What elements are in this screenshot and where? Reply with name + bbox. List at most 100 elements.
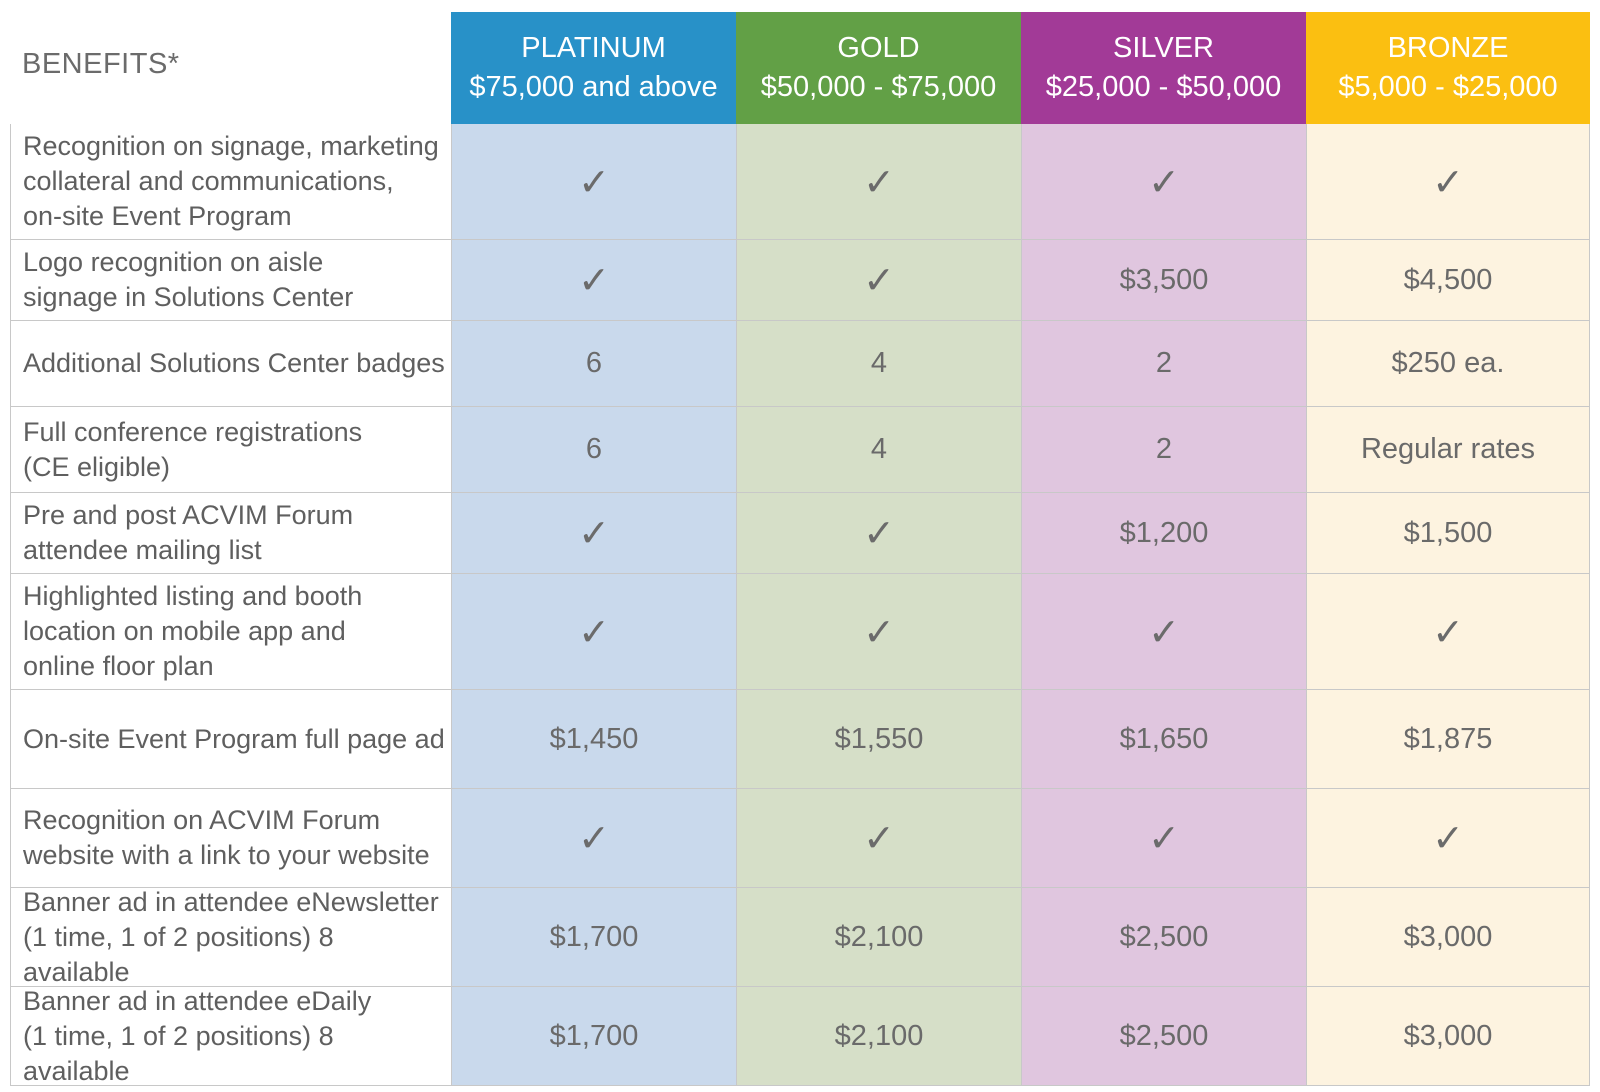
tier-value-cell: ✓ (1021, 574, 1306, 690)
check-icon: ✓ (578, 511, 610, 555)
tier-value-cell: ✓ (451, 493, 736, 574)
tier-value-cell: $3,000 (1306, 888, 1590, 987)
tier-value-cell: $1,650 (1021, 690, 1306, 789)
tier-value-cell: 2 (1021, 407, 1306, 493)
tier-value-text: 2 (1155, 347, 1173, 379)
check-icon: ✓ (1432, 159, 1464, 204)
tier-value-cell: $2,500 (1021, 888, 1306, 987)
check-icon: ✓ (578, 258, 610, 302)
tier-value-text: $2,500 (1119, 920, 1209, 953)
tier-name: BRONZE (1387, 32, 1509, 64)
tier-value-text: Regular rates (1360, 433, 1536, 465)
tier-value-cell: $3,500 (1021, 240, 1306, 321)
tier-value-cell: ✓ (451, 240, 736, 321)
tier-value-cell: $1,550 (736, 690, 1021, 789)
check-icon: ✓ (1432, 816, 1464, 860)
check-icon: ✓ (863, 258, 895, 302)
tier-value-text: $2,100 (834, 920, 924, 953)
check-icon: ✓ (1148, 159, 1180, 204)
benefits-header-label: BENEFITS* (22, 48, 180, 80)
tier-value-cell: ✓ (451, 574, 736, 690)
tier-value-cell: $1,700 (451, 987, 736, 1086)
tier-value-text: $1,650 (1119, 722, 1209, 755)
benefit-label: On-site Event Program full page ad (10, 690, 451, 789)
tier-value-text: $1,875 (1403, 722, 1493, 755)
tier-value-cell: 4 (736, 321, 1021, 407)
tier-value-cell: $1,500 (1306, 493, 1590, 574)
tier-value-cell: 6 (451, 407, 736, 493)
tier-name: SILVER (1112, 32, 1214, 64)
check-icon: ✓ (863, 159, 895, 204)
tier-value-cell: $1,875 (1306, 690, 1590, 789)
tier-header-gold: GOLD $50,000 - $75,000 (736, 12, 1021, 124)
benefit-label: Banner ad in attendee eDaily (1 time, 1 … (10, 986, 451, 1086)
tier-value-cell: ✓ (736, 493, 1021, 574)
tier-range: $25,000 - $50,000 (1045, 71, 1282, 103)
check-icon: ✓ (1432, 609, 1464, 654)
tier-value-text: $2,100 (834, 1019, 924, 1052)
tier-value-text: $250 ea. (1391, 347, 1505, 379)
tier-value-text: $1,550 (834, 722, 924, 755)
tier-value-cell: 4 (736, 407, 1021, 493)
tier-value-text: 6 (585, 347, 603, 379)
tier-value-cell: $2,100 (736, 987, 1021, 1086)
tier-value-text: $1,700 (549, 920, 639, 953)
check-icon: ✓ (578, 609, 610, 654)
tier-value-cell: ✓ (736, 240, 1021, 321)
tier-value-text: $1,500 (1403, 516, 1493, 549)
tier-value-text: $2,500 (1119, 1019, 1209, 1052)
check-icon: ✓ (1148, 816, 1180, 860)
tier-value-cell: $1,200 (1021, 493, 1306, 574)
tier-range: $5,000 - $25,000 (1338, 71, 1558, 103)
check-icon: ✓ (863, 511, 895, 555)
tier-value-cell: ✓ (451, 789, 736, 888)
tier-value-cell: $2,100 (736, 888, 1021, 987)
tier-value-cell: ✓ (451, 124, 736, 240)
tier-value-cell: ✓ (736, 574, 1021, 690)
tier-header-silver: SILVER $25,000 - $50,000 (1021, 12, 1306, 124)
check-icon: ✓ (863, 816, 895, 860)
benefit-label: Pre and post ACVIM Forum attendee mailin… (10, 493, 451, 574)
tier-value-cell: ✓ (1306, 574, 1590, 690)
tier-value-text: $1,450 (549, 722, 639, 755)
check-icon: ✓ (1148, 609, 1180, 654)
tier-value-text: $3,000 (1403, 1019, 1493, 1052)
tier-value-text: 6 (585, 433, 603, 465)
benefit-label: Recognition on signage, marketing collat… (10, 124, 451, 240)
tier-range: $50,000 - $75,000 (760, 71, 997, 103)
tier-value-cell: $1,450 (451, 690, 736, 789)
tier-value-text: $4,500 (1403, 263, 1493, 296)
tier-value-cell: ✓ (1021, 124, 1306, 240)
tier-value-cell: ✓ (1306, 124, 1590, 240)
tier-value-text: $3,000 (1403, 920, 1493, 953)
tier-name: PLATINUM (521, 32, 666, 64)
tier-value-cell: ✓ (1306, 789, 1590, 888)
benefit-label: Highlighted listing and booth location o… (10, 574, 451, 690)
benefit-label: Full conference registrations (CE eligib… (10, 407, 451, 493)
tier-value-text: $1,200 (1119, 516, 1209, 549)
tier-value-cell: $4,500 (1306, 240, 1590, 321)
tier-value-cell: $250 ea. (1306, 321, 1590, 407)
tier-value-cell: $1,700 (451, 888, 736, 987)
tier-value-cell: $2,500 (1021, 987, 1306, 1086)
tier-value-cell: ✓ (736, 789, 1021, 888)
tier-name: GOLD (837, 32, 920, 64)
benefit-label: Additional Solutions Center badges (10, 321, 451, 407)
tier-header-platinum: PLATINUM $75,000 and above (451, 12, 736, 124)
tier-value-cell: ✓ (1021, 789, 1306, 888)
tier-value-cell: 2 (1021, 321, 1306, 407)
tier-range: $75,000 and above (469, 71, 718, 103)
check-icon: ✓ (578, 159, 610, 204)
check-icon: ✓ (578, 816, 610, 860)
tier-value-cell: ✓ (736, 124, 1021, 240)
tier-value-text: $3,500 (1119, 263, 1209, 296)
tier-value-text: 2 (1155, 433, 1173, 465)
tier-header-bronze: BRONZE $5,000 - $25,000 (1306, 12, 1590, 124)
tier-value-text: 4 (870, 347, 888, 379)
tier-value-cell: $3,000 (1306, 987, 1590, 1086)
tier-value-cell: Regular rates (1306, 407, 1590, 493)
tier-value-text: $1,700 (549, 1019, 639, 1052)
benefit-label: Logo recognition on aisle signage in Sol… (10, 240, 451, 321)
tier-value-text: 4 (870, 433, 888, 465)
